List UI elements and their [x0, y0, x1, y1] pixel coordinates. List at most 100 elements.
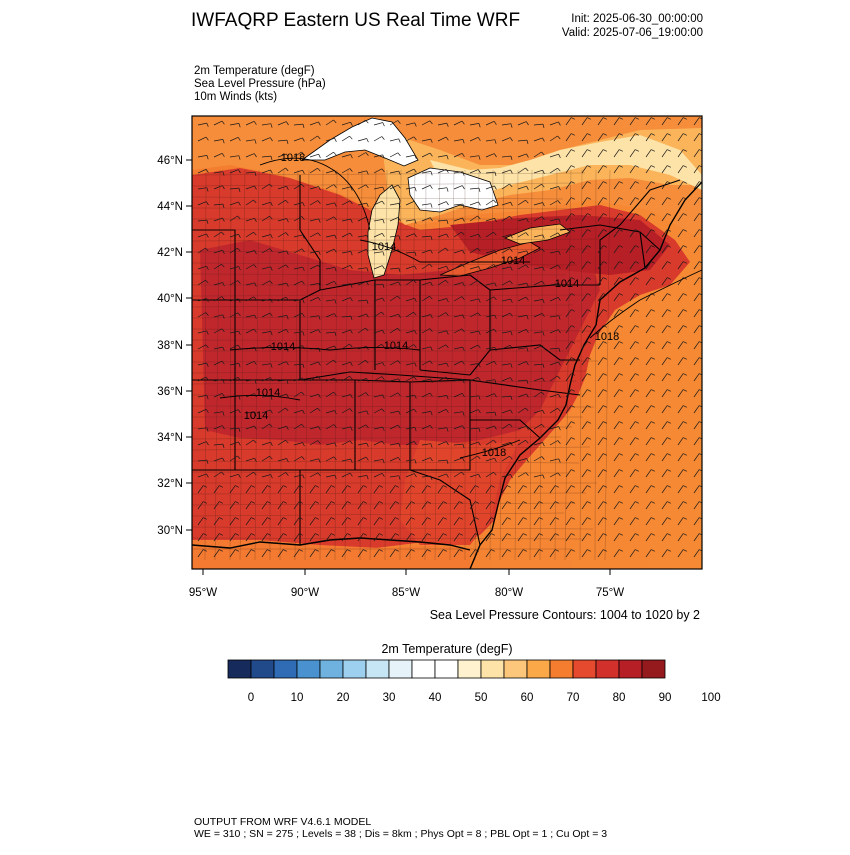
- wind-barb-flag: [238, 298, 241, 303]
- wind-barb: [677, 117, 684, 126]
- wind-barb: [549, 186, 559, 190]
- wind-barb-flag: [221, 393, 225, 397]
- wind-barb: [293, 183, 302, 190]
- wind-barb-flag: [462, 171, 465, 176]
- wind-barb-flag: [333, 151, 337, 156]
- wind-barb-flag: [445, 247, 449, 252]
- wind-barb: [309, 250, 319, 254]
- wind-barb-flag: [667, 373, 671, 376]
- wind-barb: [437, 155, 447, 158]
- wind-barb: [213, 501, 220, 510]
- wind-barb-flag: [366, 313, 369, 318]
- wind-barb: [501, 517, 508, 526]
- wind-barb: [389, 249, 399, 254]
- wind-barb-flag: [430, 476, 433, 480]
- wind-barb: [517, 232, 526, 238]
- wind-barb-flag: [571, 421, 575, 424]
- wind-barb-flag: [635, 389, 639, 392]
- wind-barb: [389, 533, 396, 542]
- county-lines: [192, 169, 611, 561]
- wind-barb: [677, 261, 684, 270]
- wind-barb-flag: [350, 154, 353, 159]
- wind-barb-flag: [331, 549, 335, 552]
- wind-barb: [581, 517, 588, 526]
- county-line: [192, 314, 563, 319]
- wind-barb: [677, 181, 684, 190]
- wind-barb-flag: [381, 200, 385, 205]
- wind-barb: [421, 328, 430, 334]
- wind-barb: [661, 325, 668, 334]
- wind-barb: [485, 153, 495, 158]
- wind-barb: [389, 203, 399, 206]
- wind-barb-flag: [446, 330, 449, 335]
- wind-barb-flag: [430, 249, 433, 254]
- wind-barb-flag: [318, 458, 321, 463]
- wind-barb-flag: [237, 215, 241, 220]
- wind-barb: [325, 137, 335, 142]
- wind-barb: [501, 501, 508, 510]
- wind-barb-flag: [270, 169, 273, 174]
- wind-barb-flag: [318, 394, 321, 398]
- wind-barb-flag: [462, 282, 465, 287]
- wind-barb-flag: [587, 149, 591, 152]
- wind-barb-flag: [651, 229, 655, 232]
- wind-barb-flag: [269, 183, 273, 188]
- wind-barb-flag: [349, 440, 353, 445]
- isobar-line: [219, 394, 301, 401]
- wind-barb: [501, 123, 511, 126]
- wind-barb-flag: [635, 229, 639, 232]
- wind-barb-flag: [651, 453, 655, 456]
- county-line: [604, 169, 611, 561]
- wind-barb-flag: [206, 122, 209, 127]
- wind-barb: [613, 293, 620, 302]
- wind-barb: [693, 453, 700, 462]
- wind-barb: [309, 517, 316, 526]
- wind-barb: [613, 453, 620, 462]
- wind-barb-flag: [317, 297, 321, 301]
- wind-barb: [229, 123, 239, 126]
- wind-barb: [645, 453, 652, 462]
- wind-barb: [213, 249, 223, 254]
- wind-barb-flag: [491, 517, 495, 520]
- wind-barb: [661, 373, 668, 382]
- wind-barb: [517, 153, 527, 158]
- wind-barb: [469, 376, 479, 382]
- wind-barb: [293, 533, 300, 542]
- wind-barb: [309, 458, 319, 462]
- wind-barb-flag: [509, 280, 513, 285]
- wind-barb-flag: [509, 345, 513, 349]
- county-line: [192, 436, 562, 440]
- wind-barb: [581, 357, 588, 366]
- wind-barb: [421, 184, 431, 190]
- wind-barb: [261, 183, 270, 190]
- wind-barb: [421, 360, 431, 366]
- wind-barb-flag: [603, 261, 607, 264]
- wind-barb: [613, 341, 620, 350]
- wind-barb-flag: [603, 501, 607, 504]
- wind-barb-flag: [493, 231, 497, 236]
- wind-barb-flag: [219, 549, 223, 552]
- wind-barb: [277, 264, 287, 270]
- wind-barb-flag: [285, 407, 289, 412]
- wind-barb: [453, 517, 460, 526]
- wind-barb-flag: [510, 156, 513, 160]
- wind-barb: [245, 439, 254, 446]
- wind-barb-flag: [430, 346, 433, 351]
- colorbar-swatch: [273, 659, 298, 679]
- wind-barb: [357, 170, 367, 174]
- wind-barb-flag: [430, 138, 433, 143]
- wind-barb-flag: [413, 168, 417, 173]
- wind-barb-flag: [667, 309, 671, 312]
- colorbar-label: 20: [337, 692, 350, 704]
- wind-barb: [405, 311, 414, 318]
- wind-barb-flag: [557, 440, 561, 444]
- wind-barb-flag: [397, 424, 401, 429]
- wind-barb: [229, 409, 239, 414]
- wind-barb: [533, 517, 540, 526]
- wind-barb: [437, 501, 444, 510]
- county-line: [529, 169, 533, 561]
- wind-barb: [485, 250, 495, 254]
- wind-barb-flag: [365, 119, 369, 124]
- wind-barb-flag: [286, 121, 289, 126]
- wind-barb-flag: [635, 501, 639, 504]
